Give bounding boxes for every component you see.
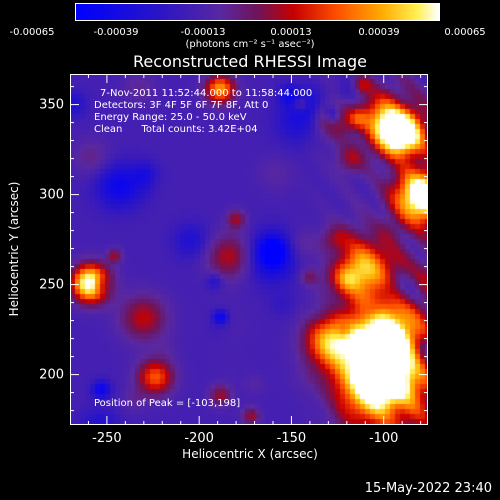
colorbar-tick: -0.00065 (9, 27, 55, 38)
colorbar (75, 3, 440, 21)
y-tick-label: 250 (39, 277, 64, 293)
peak-position-label: Position of Peak = [-103,198] (94, 398, 241, 409)
plot-frame-border (70, 74, 428, 425)
y-axis-label: Heliocentric Y (arcsec) (7, 181, 21, 317)
energy-range-label: Energy Range: 25.0 - 50.0 keV (94, 112, 247, 123)
colorbar-tick: 0.00013 (270, 27, 312, 38)
plot-area: 7-Nov-2011 11:52:44.000 to 11:58:44.000 … (70, 74, 428, 425)
colorbar-tick: -0.00039 (93, 27, 139, 38)
detectors-label: Detectors: 3F 4F 5F 6F 7F 8F, Att 0 (94, 100, 269, 111)
clean-info-label: Clean Total counts: 3.42E+04 (94, 124, 258, 135)
y-tick-label: 200 (39, 367, 64, 383)
colorbar-tick: -0.00013 (180, 27, 226, 38)
x-tick-label: -100 (368, 431, 399, 446)
colorbar-tick: 0.00065 (444, 27, 486, 38)
colorbar-units: (photons cm⁻² s⁻¹ asec⁻²) (185, 39, 315, 50)
colorbar-tick: 0.00039 (358, 27, 400, 38)
plot-axes (70, 74, 428, 425)
heatmap-image (70, 74, 428, 425)
x-tick-label: -150 (276, 431, 307, 446)
x-axis-label: Heliocentric X (arcsec) (182, 447, 318, 461)
y-tick-label: 350 (39, 97, 64, 113)
x-tick-label: -200 (184, 431, 214, 446)
chart-title: Reconstructed RHESSI Image (133, 52, 367, 71)
y-tick-label: 300 (39, 187, 64, 203)
footer-timestamp: 15-May-2022 23:40 (364, 481, 492, 496)
time-range-label: 7-Nov-2011 11:52:44.000 to 11:58:44.000 (100, 88, 313, 99)
x-tick-label: -250 (92, 431, 122, 446)
